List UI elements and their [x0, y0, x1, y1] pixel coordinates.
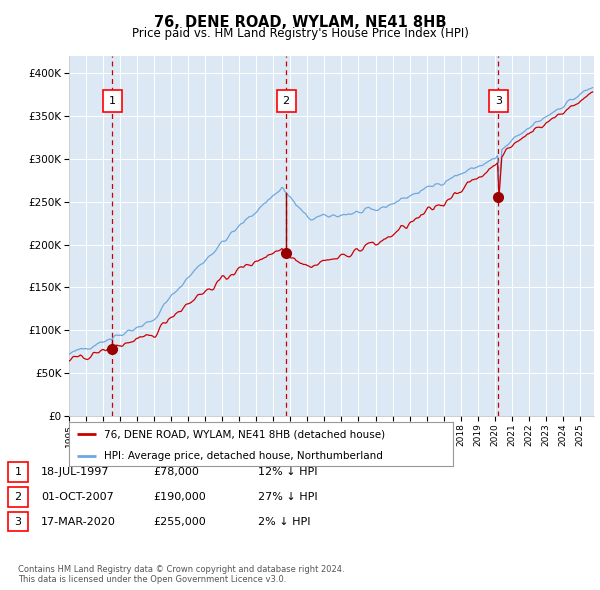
Text: 2: 2	[283, 96, 290, 106]
Text: 3: 3	[14, 517, 22, 526]
Text: £78,000: £78,000	[153, 467, 199, 477]
Text: 2: 2	[14, 492, 22, 502]
Text: 3: 3	[495, 96, 502, 106]
Text: 2% ↓ HPI: 2% ↓ HPI	[258, 517, 311, 526]
Text: Contains HM Land Registry data © Crown copyright and database right 2024.
This d: Contains HM Land Registry data © Crown c…	[18, 565, 344, 584]
Text: 12% ↓ HPI: 12% ↓ HPI	[258, 467, 317, 477]
Text: £255,000: £255,000	[153, 517, 206, 526]
Text: 76, DENE ROAD, WYLAM, NE41 8HB (detached house): 76, DENE ROAD, WYLAM, NE41 8HB (detached…	[104, 430, 385, 439]
Text: £190,000: £190,000	[153, 492, 206, 502]
Text: 1: 1	[14, 467, 22, 477]
Text: 76, DENE ROAD, WYLAM, NE41 8HB: 76, DENE ROAD, WYLAM, NE41 8HB	[154, 15, 446, 30]
Text: 18-JUL-1997: 18-JUL-1997	[41, 467, 109, 477]
Text: Price paid vs. HM Land Registry's House Price Index (HPI): Price paid vs. HM Land Registry's House …	[131, 27, 469, 40]
Text: HPI: Average price, detached house, Northumberland: HPI: Average price, detached house, Nort…	[104, 451, 382, 461]
Text: 1: 1	[109, 96, 116, 106]
Text: 17-MAR-2020: 17-MAR-2020	[41, 517, 116, 526]
Text: 01-OCT-2007: 01-OCT-2007	[41, 492, 113, 502]
Text: 27% ↓ HPI: 27% ↓ HPI	[258, 492, 317, 502]
